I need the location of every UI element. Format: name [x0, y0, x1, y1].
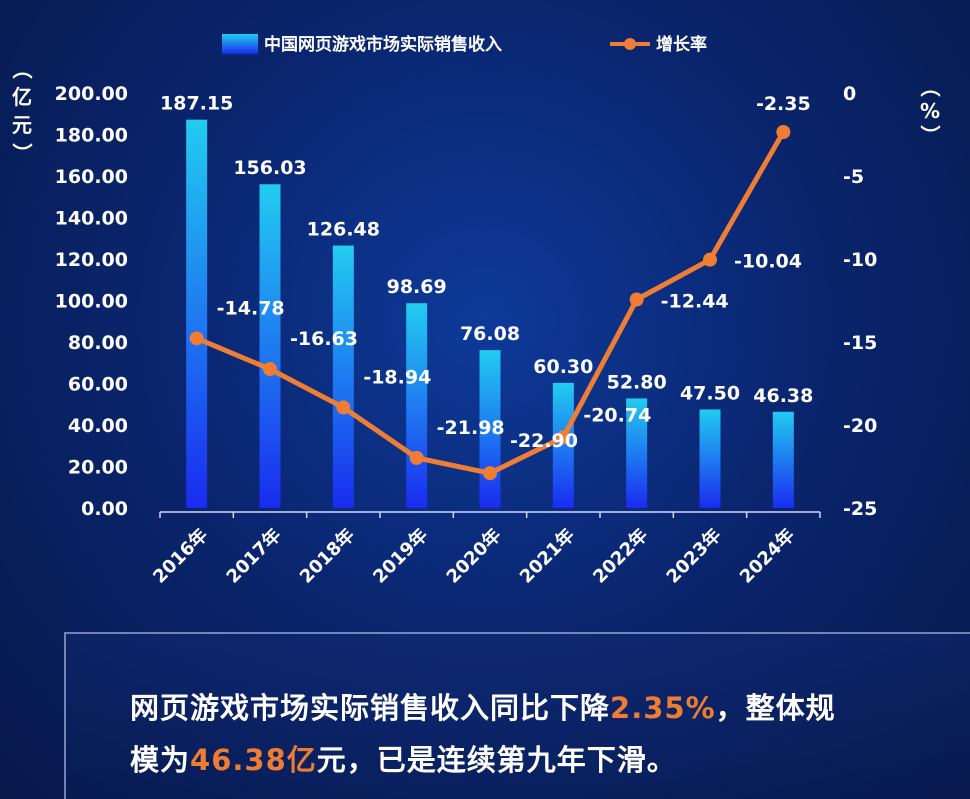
bar: [186, 119, 208, 508]
y-tick-label: 140.00: [55, 208, 128, 230]
growth-value-label: -20.74: [583, 404, 651, 426]
bar: [406, 303, 428, 508]
growth-value-label: -14.78: [217, 297, 285, 319]
bar-value-label: 52.80: [607, 371, 667, 393]
bar: [699, 409, 721, 508]
line-labels: -14.78-16.63-18.94 -21.98-22.90-20.74 -12.…: [217, 93, 811, 452]
growth-point: [483, 466, 497, 481]
bar: [626, 398, 648, 508]
bar-value-label: 98.69: [387, 276, 447, 298]
x-tick-label: 2020年: [442, 524, 506, 588]
y-axis-unit-right: （%）: [918, 77, 942, 145]
bar: [332, 245, 354, 508]
summary-part2: ，整体规模为: [130, 691, 836, 777]
growth-point: [629, 292, 644, 307]
legend-line-label: 增长率: [656, 34, 707, 55]
axis-unit-char: 亿: [12, 85, 32, 109]
y2-tick-label: -5: [843, 166, 864, 188]
growth-value-label: -12.44: [661, 291, 729, 313]
y-axis-ticks: 200.00 180.00 160.00 140.00 120.00 100.00 80.0…: [55, 83, 128, 520]
bar-value-label: 46.38: [753, 385, 813, 407]
bar-value-label: 76.08: [460, 323, 520, 345]
axis-unit-char: 元: [12, 113, 32, 137]
y-tick-label: 40.00: [68, 415, 128, 437]
y-tick-label: 160.00: [55, 166, 128, 188]
bar: [552, 382, 574, 508]
bar-value-label: 187.15: [160, 93, 233, 115]
y2-tick-label: 0: [843, 83, 856, 105]
growth-point: [189, 331, 204, 346]
y2-tick-label: -10: [843, 249, 877, 271]
growth-point: [556, 430, 571, 445]
summary-part1: 网页游戏市场实际销售收入同比下降: [130, 691, 611, 725]
x-tick-label: 2019年: [368, 524, 432, 588]
growth-value-label: -21.98: [437, 417, 505, 439]
y-tick-label: 80.00: [68, 332, 128, 354]
bars: [186, 119, 794, 509]
y-axis-unit-left: （ 亿元 ）: [10, 59, 34, 163]
y2-tick-label: -25: [843, 498, 877, 520]
growth-point: [336, 400, 351, 415]
axis-unit-char: （: [918, 77, 942, 97]
y-tick-label: 60.00: [68, 374, 128, 396]
growth-value-label: -10.04: [734, 251, 802, 273]
x-tick-label: 2017年: [222, 524, 286, 588]
axis-unit-char: ）: [10, 143, 34, 163]
growth-value-label: -2.35: [756, 93, 811, 115]
y2-tick-label: -20: [843, 415, 877, 437]
legend-bar-swatch: [222, 34, 258, 54]
growth-point: [263, 362, 277, 377]
chart: 中国网页游戏市场实际销售收入 增长率 （亿元） （%） 200.00180.00…: [10, 34, 942, 588]
x-tick-label: 2024年: [735, 524, 799, 588]
axis-unit-char: （: [10, 59, 34, 79]
summary-highlight-scale: 46.38亿: [190, 743, 317, 777]
summary-text: 网页游戏市场实际销售收入同比下降2.35%，整体规模为46.38亿元，已是连续第…: [130, 682, 850, 786]
legend: 中国网页游戏市场实际销售收入 增长率: [222, 34, 707, 55]
bar: [772, 411, 794, 508]
growth-value-label: -18.94: [363, 366, 431, 388]
growth-point: [409, 450, 424, 465]
x-tick-label: 2022年: [588, 524, 652, 588]
summary-box: [64, 632, 970, 799]
bar-value-label: 126.48: [307, 219, 380, 241]
y-tick-label: 20.00: [68, 457, 128, 479]
growth-point: [703, 252, 717, 267]
y-tick-label: 120.00: [55, 249, 128, 271]
bar-value-label: 156.03: [233, 157, 306, 179]
y2-axis-ticks: 0 -5 -10 -15 -20 -25: [843, 83, 877, 520]
summary-part3: 元，已是连续第九年下滑。: [316, 743, 677, 777]
y-tick-label: 180.00: [55, 125, 128, 147]
axis-unit-char: ）: [918, 125, 942, 145]
y-tick-label: 200.00: [55, 83, 128, 105]
summary-highlight-rate: 2.35%: [610, 691, 716, 725]
growth-value-label: -22.90: [510, 430, 578, 452]
legend-bar-label: 中国网页游戏市场实际销售收入: [264, 34, 502, 55]
growth-value-label: -16.63: [290, 328, 358, 350]
legend-line-marker: [624, 38, 636, 50]
x-tick-label: 2018年: [295, 524, 359, 588]
growth-line: [189, 125, 791, 481]
x-tick-label: 2023年: [662, 524, 726, 588]
y2-tick-label: -15: [843, 332, 877, 354]
y-tick-label: 0.00: [81, 498, 128, 520]
bar-value-label: 60.30: [533, 356, 593, 378]
x-tick-label: 2021年: [515, 524, 579, 588]
growth-point: [776, 125, 791, 140]
bar-value-label: 47.50: [680, 382, 740, 404]
x-tick-label: 2016年: [148, 524, 212, 588]
axis-unit-char: %: [920, 99, 940, 123]
bar-labels: 187.15 156.03 126.48 98.69 76.08 60.30 52.80 47…: [160, 93, 813, 407]
x-axis: 2016年 2017年 2018年 2019年 2020年 2021年 2022年 2023年…: [148, 511, 821, 588]
bar: [259, 184, 281, 509]
y-tick-label: 100.00: [55, 291, 128, 313]
